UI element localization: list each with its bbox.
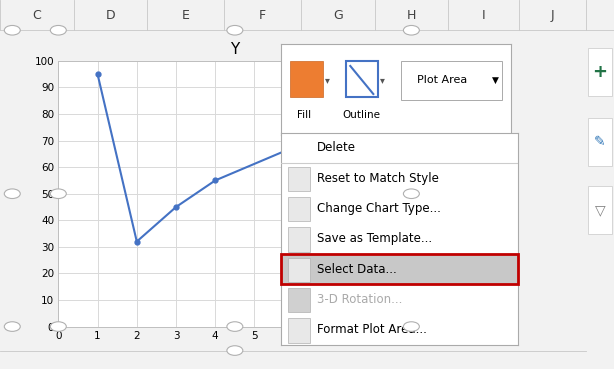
Text: 3-D Rotation...: 3-D Rotation... (317, 293, 402, 306)
Text: Change Chart Type...: Change Chart Type... (317, 202, 441, 215)
Text: ▾: ▾ (380, 75, 385, 86)
Text: E: E (182, 8, 190, 22)
Bar (289, 288, 309, 312)
Text: Reset to Match Style: Reset to Match Style (317, 172, 438, 185)
Bar (289, 227, 309, 252)
Text: C: C (33, 8, 41, 22)
Text: Save as Template...: Save as Template... (317, 232, 432, 245)
Bar (289, 167, 309, 191)
Text: F: F (259, 8, 266, 22)
Bar (289, 318, 309, 342)
Text: Select Data...: Select Data... (317, 263, 397, 276)
Bar (289, 258, 309, 282)
Text: Fill: Fill (297, 110, 311, 120)
Text: Plot Area: Plot Area (418, 75, 467, 86)
Text: ▾: ▾ (325, 75, 330, 86)
Title: Y: Y (230, 42, 239, 57)
Text: ▼: ▼ (492, 76, 499, 85)
Text: ▽: ▽ (594, 203, 605, 217)
Bar (281, 254, 518, 284)
Text: J: J (551, 8, 554, 22)
Text: H: H (406, 8, 416, 22)
Bar (289, 197, 309, 221)
Text: ✎: ✎ (594, 135, 605, 149)
Text: Outline: Outline (343, 110, 381, 120)
Text: G: G (333, 8, 343, 22)
Text: Format Plot Area...: Format Plot Area... (317, 323, 427, 337)
Text: Delete: Delete (317, 141, 356, 155)
Text: I: I (482, 8, 485, 22)
Text: D: D (106, 8, 115, 22)
Text: +: + (593, 63, 607, 81)
